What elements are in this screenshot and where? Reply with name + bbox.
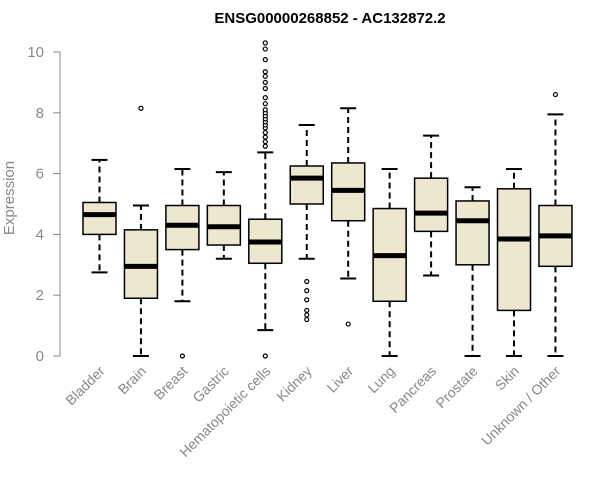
outlier-point (304, 288, 310, 294)
outlier-point (262, 101, 268, 107)
box-iqr (413, 177, 449, 233)
box-brain (123, 105, 159, 357)
x-tick-label: Brain (115, 363, 149, 397)
box-iqr (455, 200, 490, 266)
box-prostate (455, 186, 490, 357)
y-tick-label: 4 (36, 226, 44, 243)
x-tick-label: Lung (364, 363, 397, 396)
box-kidney (289, 123, 324, 323)
box-skin (496, 168, 532, 357)
chart-title: ENSG00000268852 - AC132872.2 (214, 10, 445, 27)
outlier-point (262, 85, 268, 92)
y-tick-label: 2 (36, 287, 44, 304)
outlier-point (345, 321, 351, 327)
y-tick-label: 10 (27, 44, 44, 61)
outlier-point (304, 297, 310, 303)
outlier-point (262, 143, 268, 149)
box-gastric (206, 171, 242, 260)
x-tick-label: Breast (151, 363, 191, 403)
box-lung (372, 168, 407, 357)
outlier-point (262, 79, 268, 86)
outlier-point (262, 129, 268, 136)
outlier-point (262, 40, 268, 46)
box-breast (165, 168, 200, 359)
outlier-point (262, 94, 268, 101)
outlier-point (552, 91, 559, 98)
y-tick-label: 0 (36, 348, 44, 365)
box-bladder (82, 158, 117, 274)
y-axis: 0 2 4 6 8 10 (27, 44, 61, 365)
outlier-point (262, 46, 268, 52)
outlier-point (262, 73, 268, 79)
outlier-point (262, 139, 268, 145)
x-tick-label: Unknown / Other (478, 363, 564, 449)
x-tick-label: Bladder (62, 363, 108, 409)
x-tick-label: Kidney (273, 363, 315, 405)
outlier-point (262, 69, 268, 75)
outlier-point (262, 56, 268, 63)
outlier-point (304, 316, 310, 323)
outlier-point (304, 278, 310, 285)
y-axis-label: Expression (1, 161, 18, 235)
box-unknown-other (538, 91, 573, 357)
box-hematopoietic-cells (248, 40, 283, 359)
box-liver (330, 107, 366, 327)
y-tick-label: 6 (36, 166, 44, 183)
x-tick-label: Liver (324, 363, 357, 396)
box-pancreas (413, 134, 449, 277)
outlier-point (262, 134, 268, 140)
box-iqr (496, 188, 532, 312)
box-iqr (82, 201, 117, 236)
x-tick-label: Skin (492, 363, 523, 394)
y-tick-label: 8 (36, 105, 44, 122)
outlier-point (304, 307, 310, 313)
outlier-point (262, 107, 268, 113)
outlier-point (262, 353, 268, 359)
boxes-group (82, 40, 573, 359)
outlier-point (138, 105, 144, 111)
box-iqr (289, 165, 324, 205)
outlier-point (304, 312, 310, 318)
outlier-point (179, 353, 185, 359)
x-tick-label: Prostate (432, 363, 480, 411)
